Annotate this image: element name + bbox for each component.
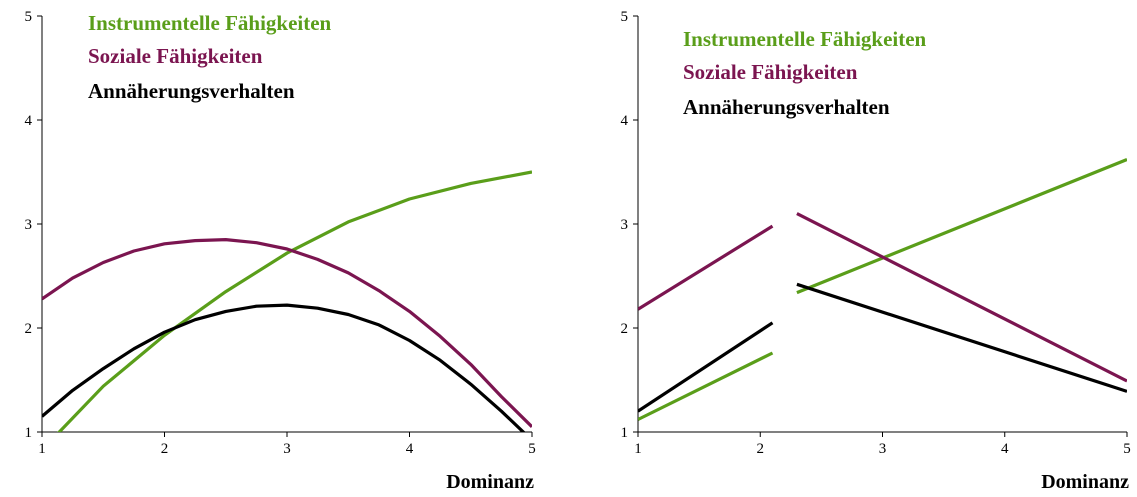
- chart1-x-axis-title: Dominanz: [446, 471, 534, 493]
- chart2-series-1-line: [796, 158, 1127, 295]
- chart1-y-tick-label: 4: [25, 113, 33, 129]
- chart2-series-2-line: [638, 224, 774, 311]
- chart2-series-3-line: [638, 321, 774, 413]
- chart2-x-tick-label: 2: [757, 441, 765, 457]
- chart1-y-tick-label: 5: [25, 9, 33, 25]
- chart1-x-tick-label: 5: [528, 441, 536, 457]
- chart1-x-tick-label: 2: [161, 441, 169, 457]
- chart2-series-3-line: [796, 282, 1127, 393]
- chart2-y-tick-label: 3: [621, 217, 629, 233]
- chart2-x-tick-label: 1: [634, 441, 642, 457]
- chart1-y-tick-label: 2: [25, 321, 33, 337]
- chart2-x-tick-label: 4: [1001, 441, 1009, 457]
- chart1-x-tick-label: 1: [38, 441, 46, 457]
- chart2-y-tick-label: 1: [621, 425, 629, 441]
- chart1-y-tick-label: 3: [25, 217, 33, 233]
- chart1-series-2-line: [42, 238, 532, 428]
- chart2-legend-entry-2: Soziale Fähigkeiten: [683, 60, 858, 84]
- chart1-series-1-line: [57, 170, 532, 432]
- chart2-x-axis-title: Dominanz: [1041, 471, 1129, 493]
- chart2-y-tick-label: 2: [621, 321, 629, 337]
- chart1-legend-entry-1: Instrumentelle Fähigkeiten: [88, 11, 332, 35]
- chart1-x-tick-label: 3: [283, 441, 291, 457]
- chart2-x-tick-label: 3: [879, 441, 887, 457]
- chart2-legend-entry-1: Instrumentelle Fähigkeiten: [683, 27, 927, 51]
- chart1-y-tick-label: 1: [25, 425, 33, 441]
- chart2-x-tick-label: 5: [1123, 441, 1131, 457]
- chart1-x-tick-label: 4: [406, 441, 414, 457]
- chart1-legend-entry-2: Soziale Fähigkeiten: [88, 44, 263, 68]
- chart2-series-2-line: [796, 212, 1127, 383]
- chart2-legend-entry-3: Annäherungsverhalten: [683, 95, 890, 119]
- chart1-legend-entry-3: Annäherungsverhalten: [88, 79, 295, 103]
- chart2-y-tick-label: 4: [621, 113, 629, 129]
- chart2-series-1-line: [638, 351, 774, 421]
- chart2-y-tick-label: 5: [621, 9, 629, 25]
- chart1-series-3-line: [42, 303, 526, 432]
